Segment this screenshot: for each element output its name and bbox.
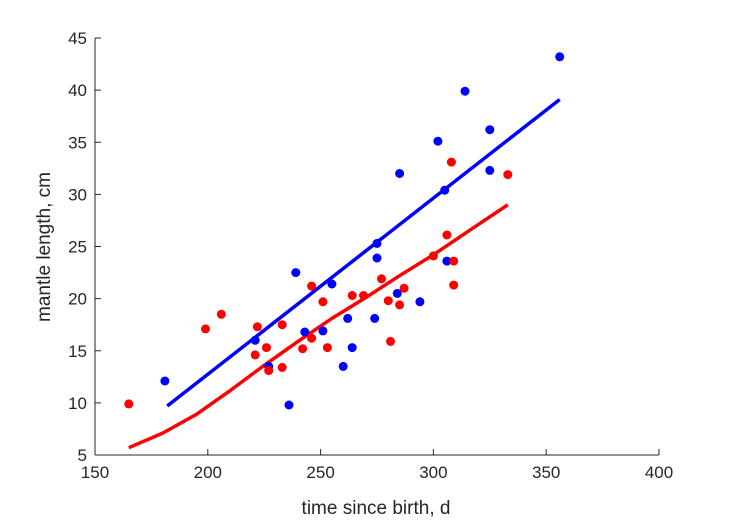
data-point-series-2 — [449, 256, 459, 266]
y-tick-label: 35 — [68, 133, 87, 152]
data-point-series-2 — [395, 300, 405, 310]
data-point-series-1 — [395, 169, 405, 178]
data-point-series-1 — [284, 400, 294, 410]
data-point-series-1 — [347, 343, 357, 353]
data-point-series-2 — [262, 343, 271, 353]
data-point-series-1 — [372, 238, 382, 248]
data-point-series-1 — [338, 361, 348, 371]
data-point-series-1 — [160, 376, 170, 386]
data-point-series-2 — [318, 297, 328, 307]
data-point-series-1 — [485, 165, 495, 175]
data-point-series-2 — [201, 324, 210, 334]
y-tick-label: 10 — [68, 394, 87, 413]
data-point-series-2 — [386, 336, 395, 346]
data-point-series-1 — [415, 297, 425, 307]
data-point-series-1 — [291, 268, 301, 278]
x-tick-label: 300 — [419, 463, 447, 482]
data-points — [124, 52, 565, 410]
x-tick-label: 150 — [81, 463, 109, 482]
data-point-series-1 — [460, 86, 470, 96]
data-point-series-1 — [343, 313, 353, 323]
data-point-series-2 — [252, 322, 262, 332]
data-point-series-1 — [442, 256, 452, 266]
y-tick-label: 25 — [68, 238, 87, 257]
x-tick-label: 350 — [532, 463, 560, 482]
data-point-series-1 — [440, 185, 450, 195]
data-point-series-2 — [399, 283, 409, 293]
data-point-series-1 — [300, 327, 310, 337]
data-point-series-2 — [322, 343, 332, 353]
data-point-series-2 — [446, 157, 456, 167]
data-point-series-1 — [372, 253, 382, 263]
x-axis-label: time since birth, d — [302, 498, 451, 519]
data-point-series-1 — [327, 279, 337, 289]
data-point-series-2 — [377, 274, 386, 284]
data-point-series-2 — [277, 362, 287, 372]
data-point-series-2 — [124, 399, 134, 409]
data-point-series-1 — [318, 326, 328, 336]
data-point-series-2 — [277, 320, 287, 330]
data-point-series-1 — [392, 288, 402, 298]
y-tick-label: 45 — [68, 29, 87, 48]
data-point-series-1 — [485, 125, 495, 135]
data-point-series-2 — [307, 333, 317, 343]
data-point-series-2 — [216, 309, 226, 319]
y-axis-label: mantle length, cm — [34, 172, 55, 322]
y-tick-label: 5 — [78, 446, 87, 465]
data-point-series-2 — [383, 296, 393, 306]
data-point-series-2 — [359, 291, 368, 300]
data-point-series-2 — [264, 366, 274, 376]
data-point-series-1 — [250, 335, 260, 345]
y-tick-label: 40 — [68, 81, 87, 100]
data-point-series-2 — [298, 344, 308, 354]
fit-lines — [128, 98, 561, 450]
y-tick-label: 30 — [68, 185, 87, 204]
fit-line-series-2 — [128, 203, 509, 450]
data-point-series-2 — [347, 291, 357, 300]
y-tick-label: 20 — [68, 290, 87, 309]
data-point-series-1 — [433, 136, 443, 146]
y-tick-label: 15 — [68, 342, 87, 361]
data-point-series-2 — [307, 281, 317, 291]
data-point-series-2 — [428, 251, 438, 261]
fit-line-series-1 — [166, 98, 561, 408]
data-point-series-2 — [503, 170, 513, 180]
x-tick-label: 250 — [306, 463, 334, 482]
data-point-series-2 — [250, 350, 260, 360]
data-point-series-2 — [449, 280, 459, 290]
axes: 150 200 250 300 350 400 5 10 15 20 25 30 35 40 45 — [68, 29, 673, 482]
data-point-series-1 — [555, 52, 565, 62]
data-point-series-2 — [442, 230, 452, 240]
x-tick-label: 400 — [645, 463, 673, 482]
x-tick-label: 200 — [194, 463, 222, 482]
data-point-series-1 — [370, 313, 380, 323]
